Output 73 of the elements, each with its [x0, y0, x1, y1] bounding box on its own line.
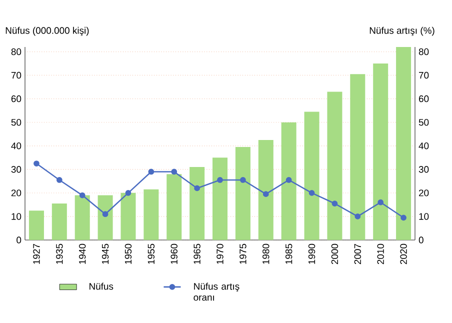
y-axis-title: Nüfus (000.000 kişi) [6, 26, 89, 36]
x-tick-label: 2000 [331, 244, 338, 264]
point [79, 192, 86, 198]
point [262, 191, 269, 198]
point [125, 190, 132, 196]
point [332, 200, 338, 206]
x-tick-label: 1927 [33, 244, 40, 264]
bar [350, 74, 366, 240]
bar [166, 174, 182, 240]
point [217, 177, 223, 183]
x-tick-label: 1950 [124, 244, 132, 264]
point [240, 177, 246, 183]
x-tick-label: 1945 [102, 244, 109, 264]
bar [212, 158, 228, 240]
y-tick-label: 50 [11, 118, 22, 126]
bar [235, 147, 250, 240]
point [286, 177, 292, 183]
y2-axis-title: Nüfus artışı (%) [370, 26, 434, 36]
x-tick-label: 1935 [56, 244, 63, 264]
y-tick-label: 0 [16, 236, 22, 244]
legend-label: Nüfus artış oranı [194, 282, 240, 301]
point [102, 211, 108, 218]
x-tick-label: 1955 [148, 244, 155, 264]
y2-tick-label: 10 [419, 213, 429, 220]
x-tick-label: 1990 [308, 244, 316, 264]
y-tick-label: 30 [11, 166, 22, 173]
point [34, 160, 40, 166]
y2-tick-label: 80 [418, 48, 429, 56]
y-tick-label: 60 [11, 95, 22, 102]
bar [281, 122, 296, 240]
bar [120, 192, 136, 240]
y-tick-label: 80 [11, 48, 22, 56]
bar [258, 140, 274, 240]
bar [396, 47, 412, 240]
bar [190, 167, 205, 240]
x-tick-label: 1960 [170, 244, 178, 264]
legend-label: Nüfus [90, 282, 114, 290]
bar [373, 63, 388, 240]
point [194, 185, 200, 192]
bar [74, 195, 90, 240]
point [308, 190, 315, 196]
y2-tick-label: 70 [419, 72, 429, 79]
x-tick-label: 1985 [285, 244, 292, 264]
bar [144, 189, 159, 240]
y2-tick-label: 30 [418, 166, 429, 173]
y2-tick-label: 50 [418, 118, 429, 126]
point [148, 168, 154, 175]
y2-tick-label: 40 [418, 142, 429, 150]
bar [98, 195, 113, 240]
bar [52, 204, 67, 240]
point [400, 214, 406, 221]
point [56, 177, 62, 183]
y2-tick-label: 0 [418, 236, 424, 244]
y2-tick-label: 20 [418, 190, 429, 196]
bar [28, 210, 44, 240]
x-tick-label: 2007 [354, 244, 362, 264]
point [378, 199, 384, 206]
y-tick-label: 20 [11, 190, 22, 196]
bar [304, 112, 320, 240]
y2-tick-label: 60 [419, 95, 429, 102]
point [171, 168, 178, 175]
x-tick-label: 2020 [400, 244, 407, 264]
x-tick-label: 1970 [216, 244, 224, 264]
y-tick-label: 10 [12, 213, 22, 220]
y-tick-label: 40 [11, 142, 22, 150]
x-tick-label: 2010 [377, 244, 384, 264]
x-tick-label: 1965 [194, 244, 200, 264]
bar [327, 92, 342, 240]
x-tick-label: 1940 [79, 244, 86, 264]
y-tick-label: 70 [11, 72, 22, 79]
x-tick-label: 1980 [262, 244, 270, 264]
x-tick-label: 1975 [240, 244, 246, 264]
point [354, 214, 361, 220]
